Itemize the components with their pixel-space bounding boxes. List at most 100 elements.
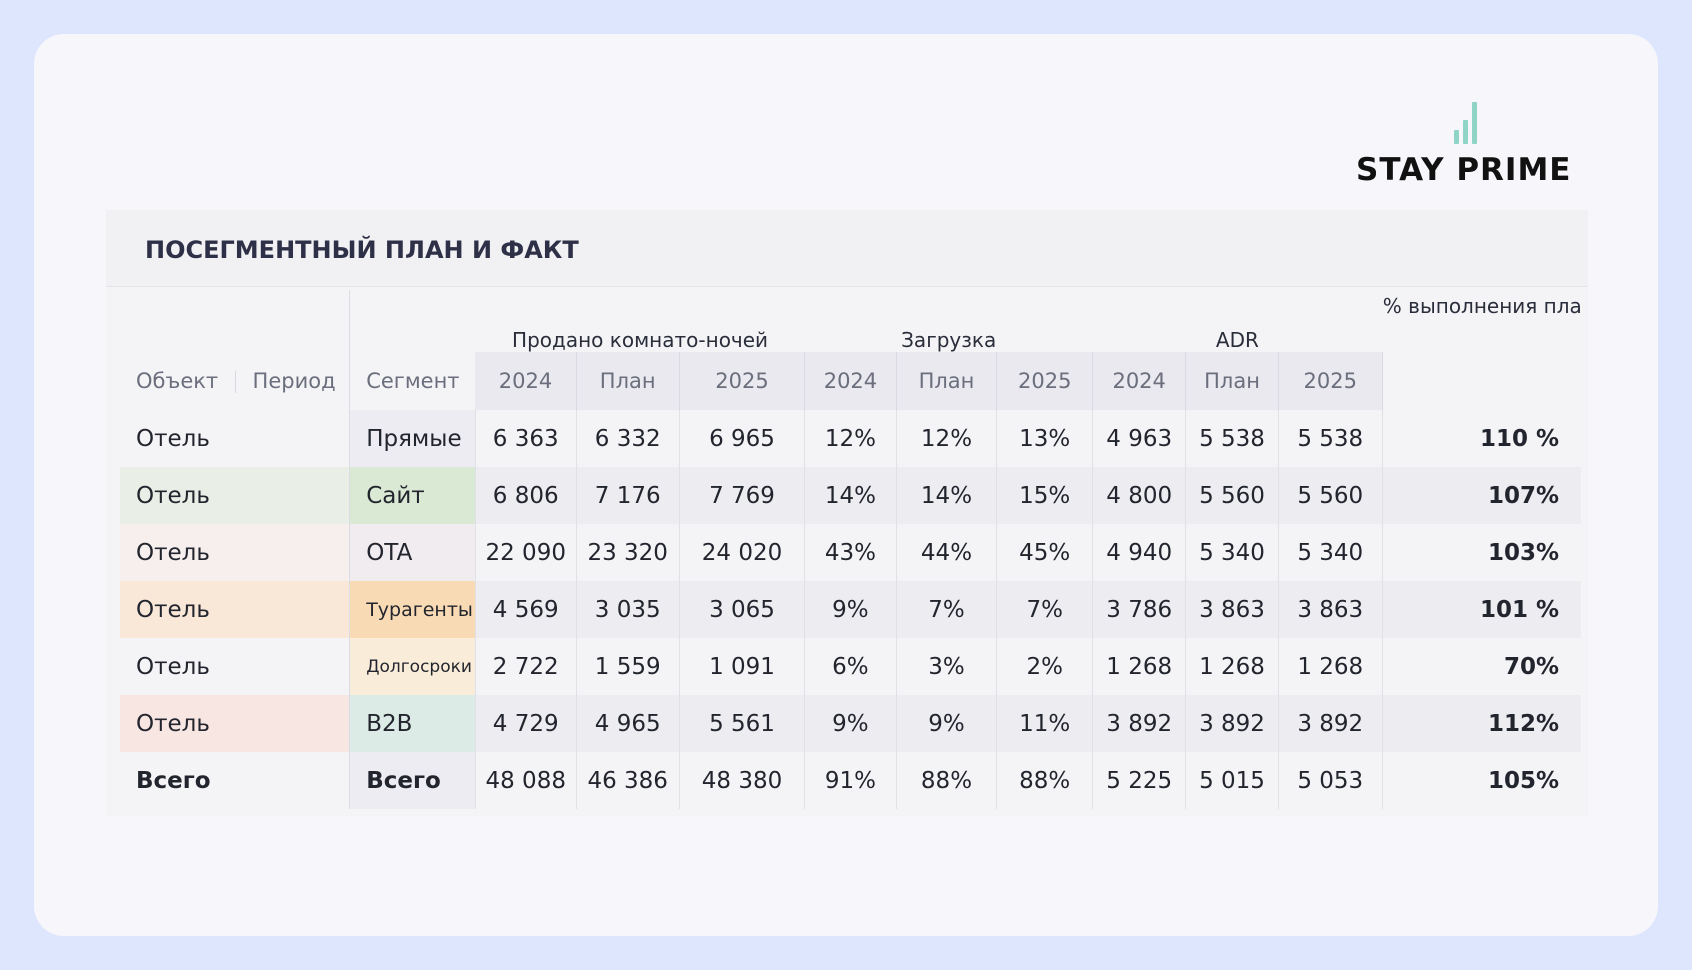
cell-value: 46 386 [575, 752, 680, 809]
cell-plan-percent: 110 % [1381, 410, 1581, 467]
cell-value: 3 892 [1185, 695, 1279, 752]
cell-segment: B2B [349, 695, 476, 752]
cell-value: 48 380 [678, 752, 805, 809]
cell-value: 88% [895, 752, 997, 809]
cell-value: 14% [804, 467, 897, 524]
cell-segment: OTA [349, 524, 476, 581]
cell-value: 5 225 [1091, 752, 1186, 809]
cell-object: Отель [120, 410, 350, 467]
header-year: 2024 [475, 352, 577, 410]
cell-value: 48 088 [474, 752, 577, 809]
cell-value: 23 320 [575, 524, 680, 581]
panel-header: ПОСЕГМЕНТНЫЙ ПЛАН И ФАКТ [106, 210, 1588, 287]
header-year: 2025 [996, 352, 1093, 410]
cell-value: 43% [804, 524, 897, 581]
table-row: Отель OTA 22 090 23 320 24 020 43% 44% 45% 4 940… [120, 524, 1581, 581]
panel-title: ПОСЕГМЕНТНЫЙ ПЛАН И ФАКТ [145, 236, 579, 264]
table-row-total: Всего Всего 48 088 46 386 48 380 91% 88% 88% 5 2… [120, 752, 1581, 809]
cell-object: Отель [120, 524, 350, 581]
segment-table: Продано комнато-ночей Загрузка ADR % вып… [120, 290, 1581, 809]
cell-value: 5 560 [1185, 467, 1279, 524]
header-year: 2025 [679, 352, 806, 410]
cell-value: 1 091 [678, 638, 805, 695]
cell-value: 3 892 [1277, 695, 1383, 752]
header-year: 2024 [1092, 352, 1187, 410]
header-year: 2025 [1278, 352, 1383, 410]
cell-value: 6% [804, 638, 897, 695]
table-row: Отель Сайт 6 806 7 176 7 769 14% 14% 15% 4 800 5 … [120, 467, 1581, 524]
cell-value: 4 729 [474, 695, 577, 752]
cell-value: 2% [996, 638, 1093, 695]
cell-plan-percent: 101 % [1381, 581, 1581, 638]
cell-segment: Турагенты [349, 581, 476, 638]
table-row: Отель B2B 4 729 4 965 5 561 9% 9% 11% 3 892 3 892… [120, 695, 1581, 752]
cell-value: 5 015 [1185, 752, 1279, 809]
cell-value: 24 020 [678, 524, 805, 581]
cell-plan-percent: 70% [1381, 638, 1581, 695]
cell-value: 12% [804, 410, 897, 467]
cell-value: 9% [804, 695, 897, 752]
cell-value: 3 786 [1091, 581, 1186, 638]
header-segment: Сегмент [349, 352, 476, 410]
cell-value: 5 560 [1277, 467, 1383, 524]
cell-value: 4 963 [1091, 410, 1186, 467]
header-year: План [896, 352, 998, 410]
cell-value: 5 340 [1185, 524, 1279, 581]
brand-logo: STAY PRIME [1356, 100, 1580, 190]
cell-value: 9% [804, 581, 897, 638]
cell-value: 4 940 [1091, 524, 1186, 581]
cell-value: 11% [996, 695, 1093, 752]
header-group-adr: ADR [1215, 328, 1259, 352]
cell-value: 1 268 [1091, 638, 1186, 695]
cell-plan-percent: 112% [1381, 695, 1581, 752]
cell-value: 22 090 [474, 524, 577, 581]
header-row-years: Объект Период Сегмент 2024 План 2025 202… [120, 352, 1581, 410]
cell-value: 14% [895, 467, 997, 524]
table-row: Отель Прямые 6 363 6 332 6 965 12% 12% 13% 4 963… [120, 410, 1581, 467]
cell-value: 3 863 [1277, 581, 1383, 638]
cell-value: 1 559 [575, 638, 680, 695]
cell-value: 44% [895, 524, 997, 581]
cell-value: 9% [895, 695, 997, 752]
cell-value: 88% [996, 752, 1093, 809]
cell-value: 12% [895, 410, 997, 467]
cell-segment: Долгосроки [349, 638, 476, 695]
cell-value: 7 769 [678, 467, 805, 524]
plan-fact-panel: ПОСЕГМЕНТНЫЙ ПЛАН И ФАКТ Продано комнато… [106, 210, 1588, 816]
cell-value: 1 268 [1277, 638, 1383, 695]
cell-value: 3% [895, 638, 997, 695]
cell-value: 4 965 [575, 695, 680, 752]
header-plan-percent: % выполнения плана [1382, 294, 1581, 318]
cell-value: 3 035 [575, 581, 680, 638]
cell-object: Отель [120, 581, 350, 638]
cell-segment: Прямые [349, 410, 476, 467]
cell-object: Отель [120, 695, 350, 752]
cell-value: 5 538 [1185, 410, 1279, 467]
cell-plan-percent: 103% [1381, 524, 1581, 581]
cell-value: 1 268 [1185, 638, 1279, 695]
cell-value: 6 965 [678, 410, 805, 467]
bar-chart-icon [1454, 100, 1484, 144]
cell-object: Отель [120, 467, 350, 524]
header-year: 2024 [804, 352, 897, 410]
header-blank [120, 290, 350, 352]
cell-value: 4 569 [474, 581, 577, 638]
header-group-nights: Продано комнато-ночей [512, 328, 769, 352]
cell-segment: Сайт [349, 467, 476, 524]
header-row-groups: Продано комнато-ночей Загрузка ADR % вып… [120, 290, 1581, 352]
cell-value: 7% [895, 581, 997, 638]
header-group-occupancy: Загрузка [901, 328, 997, 352]
header-object-period: Объект Период [120, 352, 350, 410]
header-period: Период [252, 369, 336, 393]
header-year: План [576, 352, 680, 410]
table-row: Отель Долгосроки 2 722 1 559 1 091 6% 3% 2% 1 26… [120, 638, 1581, 695]
header-divider [234, 371, 236, 393]
cell-object: Всего [120, 752, 350, 809]
cell-segment: Всего [349, 752, 476, 809]
cell-plan-percent: 105% [1381, 752, 1581, 809]
cell-value: 3 863 [1185, 581, 1279, 638]
cell-value: 6 806 [474, 467, 577, 524]
header-blank-segment [349, 290, 476, 352]
cell-value: 5 340 [1277, 524, 1383, 581]
header-year: План [1185, 352, 1279, 410]
